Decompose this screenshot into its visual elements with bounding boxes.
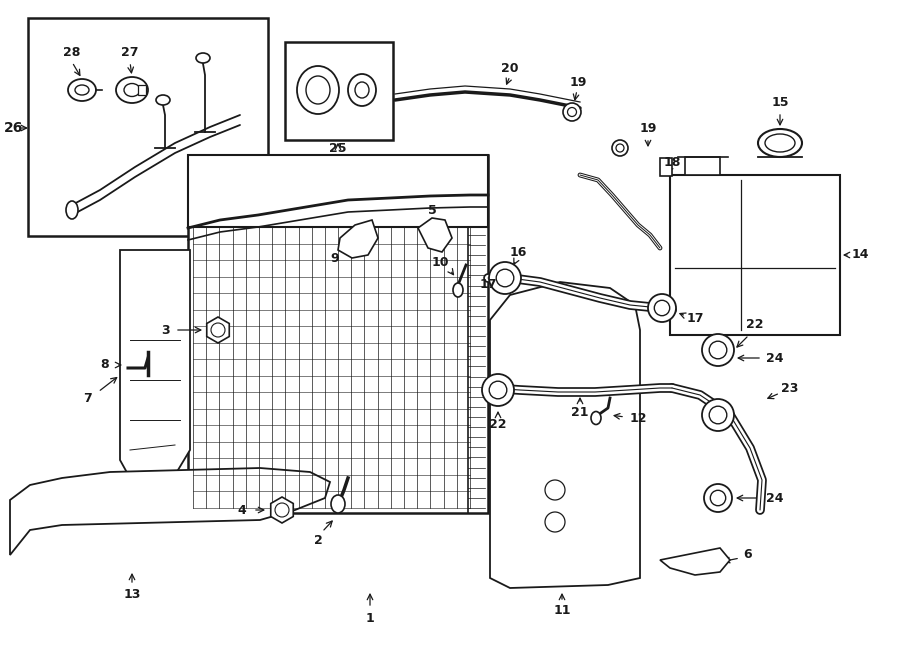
Text: 3: 3 bbox=[161, 323, 169, 336]
Text: 22: 22 bbox=[746, 319, 764, 332]
Circle shape bbox=[545, 512, 565, 532]
Text: 7: 7 bbox=[84, 391, 93, 405]
Text: 16: 16 bbox=[509, 245, 526, 258]
Ellipse shape bbox=[453, 283, 463, 297]
Bar bbox=[28, 18, 268, 236]
Text: 19: 19 bbox=[639, 122, 657, 134]
Text: 10: 10 bbox=[431, 256, 449, 268]
Text: 11: 11 bbox=[554, 603, 571, 617]
Text: 12: 12 bbox=[629, 412, 647, 424]
Text: 20: 20 bbox=[501, 61, 518, 75]
Ellipse shape bbox=[297, 66, 339, 114]
Circle shape bbox=[275, 503, 289, 517]
Text: 13: 13 bbox=[123, 588, 140, 602]
Text: 6: 6 bbox=[743, 549, 752, 561]
Text: 15: 15 bbox=[771, 97, 788, 110]
Circle shape bbox=[702, 399, 734, 431]
Circle shape bbox=[702, 334, 734, 366]
Ellipse shape bbox=[758, 129, 802, 157]
Text: 26: 26 bbox=[4, 121, 23, 135]
Text: 1: 1 bbox=[365, 611, 374, 625]
Text: 19: 19 bbox=[570, 75, 587, 89]
Text: 2: 2 bbox=[313, 533, 322, 547]
Bar bbox=[138, 85, 146, 95]
Bar bbox=[670, 175, 840, 335]
Circle shape bbox=[709, 341, 727, 359]
Circle shape bbox=[211, 323, 225, 337]
Circle shape bbox=[612, 140, 628, 156]
Text: 8: 8 bbox=[101, 358, 109, 371]
Ellipse shape bbox=[68, 79, 96, 101]
Ellipse shape bbox=[66, 201, 78, 219]
Circle shape bbox=[545, 480, 565, 500]
Text: 21: 21 bbox=[572, 405, 589, 418]
Text: 17: 17 bbox=[479, 278, 497, 292]
Ellipse shape bbox=[75, 85, 89, 95]
Circle shape bbox=[489, 262, 521, 294]
Circle shape bbox=[709, 407, 727, 424]
Circle shape bbox=[704, 484, 732, 512]
Text: 4: 4 bbox=[238, 504, 247, 516]
Circle shape bbox=[654, 300, 670, 316]
Bar bbox=[685, 157, 720, 175]
Text: 27: 27 bbox=[122, 46, 139, 59]
Text: 28: 28 bbox=[63, 46, 81, 59]
Ellipse shape bbox=[116, 77, 148, 103]
Circle shape bbox=[563, 103, 581, 121]
Text: 5: 5 bbox=[428, 204, 436, 217]
Polygon shape bbox=[120, 250, 190, 488]
Polygon shape bbox=[10, 468, 330, 555]
Text: 14: 14 bbox=[851, 249, 868, 262]
Text: 9: 9 bbox=[330, 251, 339, 264]
Text: 17: 17 bbox=[686, 311, 704, 325]
Circle shape bbox=[710, 490, 725, 506]
Ellipse shape bbox=[156, 95, 170, 105]
Circle shape bbox=[496, 269, 514, 287]
Circle shape bbox=[482, 374, 514, 406]
Text: 23: 23 bbox=[781, 381, 798, 395]
Polygon shape bbox=[660, 548, 730, 575]
Polygon shape bbox=[490, 282, 640, 588]
Ellipse shape bbox=[765, 134, 795, 152]
Circle shape bbox=[648, 294, 676, 322]
Circle shape bbox=[568, 108, 577, 116]
Text: 25: 25 bbox=[329, 141, 346, 155]
Text: 18: 18 bbox=[663, 155, 680, 169]
Ellipse shape bbox=[591, 412, 601, 424]
Ellipse shape bbox=[348, 74, 376, 106]
Bar bbox=[188, 155, 488, 513]
Ellipse shape bbox=[355, 82, 369, 98]
Circle shape bbox=[616, 144, 624, 152]
Bar bbox=[285, 42, 393, 140]
Text: 22: 22 bbox=[490, 418, 507, 432]
Ellipse shape bbox=[331, 495, 345, 513]
Ellipse shape bbox=[124, 83, 140, 97]
Polygon shape bbox=[338, 220, 378, 258]
Text: 24: 24 bbox=[766, 352, 784, 364]
Ellipse shape bbox=[306, 76, 330, 104]
Polygon shape bbox=[418, 218, 452, 252]
Text: 24: 24 bbox=[766, 492, 784, 504]
Bar bbox=[660, 158, 672, 176]
Circle shape bbox=[490, 381, 507, 399]
Ellipse shape bbox=[196, 53, 210, 63]
Bar bbox=[188, 155, 488, 227]
